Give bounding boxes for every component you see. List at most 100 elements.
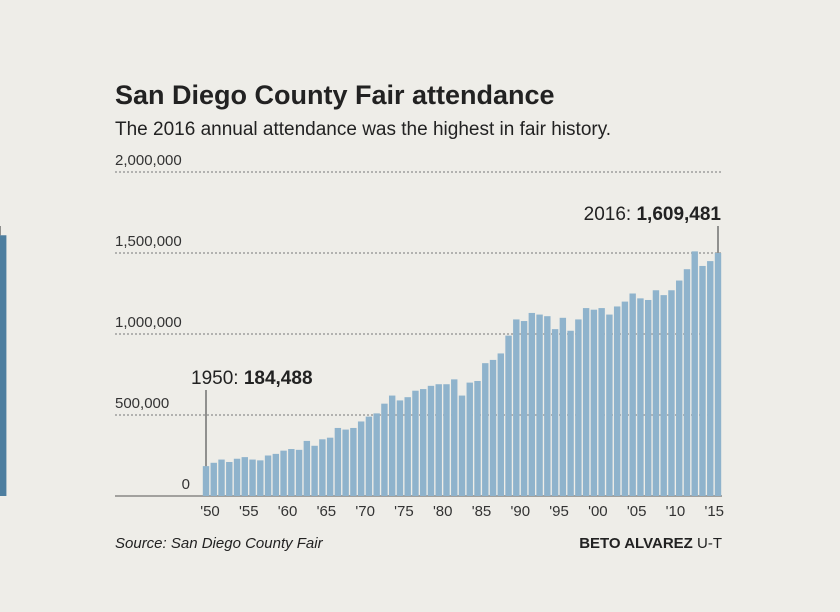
x-tick-label: '00 [588,503,608,520]
bar [295,449,303,496]
bar [210,462,217,496]
annotation: 1950: 184,488 [191,368,313,389]
y-tick-label: 1,000,000 [115,314,182,331]
bar [474,380,481,496]
credit-name: BETO ALVAREZ [579,535,693,552]
bar [373,413,380,496]
bar [590,309,598,496]
bar [365,416,373,496]
y-tick-label: 500,000 [115,395,169,412]
bar [520,321,528,496]
bar [613,306,621,496]
x-tick-label: '05 [627,503,647,520]
x-tick-label: '80 [433,503,453,520]
bar [226,461,233,496]
y-tick-label: 2,000,000 [115,152,182,169]
bar [0,235,7,496]
bar [707,261,714,496]
bar [443,384,450,496]
bar [489,359,497,496]
chart-title: San Diego County Fair attendance [115,80,555,110]
bar [249,459,256,496]
bar [357,421,365,496]
bar [606,314,613,496]
bar [575,319,582,496]
bar [303,440,311,496]
bar [404,397,411,496]
bar [466,382,473,496]
x-tick-label: '75 [394,503,414,520]
bar [497,353,504,496]
bar [536,314,543,496]
bar [233,458,241,496]
bar [683,269,691,496]
bar [427,385,435,496]
source: Source: San Diego County Fair [115,535,324,552]
bar [652,290,660,496]
annotation-value: 184,488 [244,368,313,389]
x-tick-label: '70 [355,503,375,520]
bar [257,460,264,496]
bar [451,379,458,496]
x-tick-label: '50 [200,503,220,520]
y-tick-label: 0 [182,476,190,493]
bar [513,319,520,496]
bar [567,330,574,496]
bar [350,427,357,496]
bar [218,459,225,496]
bar [326,437,334,496]
credit-org: U-T [697,535,722,552]
credit: BETO ALVAREZ U-T [579,535,722,552]
bar [202,466,210,496]
bar [691,251,698,496]
x-tick-label: '95 [549,503,569,520]
y-tick-label: 1,500,000 [115,233,182,250]
bar [637,298,644,496]
x-tick-label: '85 [472,503,492,520]
bar [598,308,605,496]
bar [660,295,667,496]
bar [241,457,248,496]
x-tick-label: '15 [704,503,724,520]
bar [505,335,512,496]
annotation-year: 1950: [191,368,239,389]
bar [388,395,396,496]
bar [559,317,567,496]
annotation: 2016: 1,609,481 [584,204,722,225]
x-tick-label: '55 [239,503,259,520]
bar [582,308,590,496]
bar [551,329,559,496]
bar [629,293,636,496]
x-tick-label: '10 [666,503,686,520]
annotation-value: 1,609,481 [636,204,721,225]
bar [420,389,427,496]
bar [342,429,349,496]
bar [644,299,652,496]
bar [482,363,489,496]
annotation-year: 2016: [584,204,632,225]
bar [272,453,280,496]
bar [264,455,272,496]
x-tick-label: '90 [511,503,531,520]
bar [311,445,318,496]
bar [280,450,287,496]
bar [381,403,388,496]
bar [676,280,683,496]
x-tick-label: '65 [317,503,337,520]
chart-subtitle: The 2016 annual attendance was the highe… [115,119,611,140]
bar [334,427,342,496]
bar [412,390,419,496]
bar [396,400,404,496]
bar [714,253,722,496]
bar [435,384,442,496]
bar [699,265,706,496]
bar [319,439,326,496]
bar [458,395,466,496]
bar [621,301,629,496]
bar [668,290,675,496]
bar [528,312,536,496]
x-tick-label: '60 [278,503,298,520]
bar [544,316,551,496]
